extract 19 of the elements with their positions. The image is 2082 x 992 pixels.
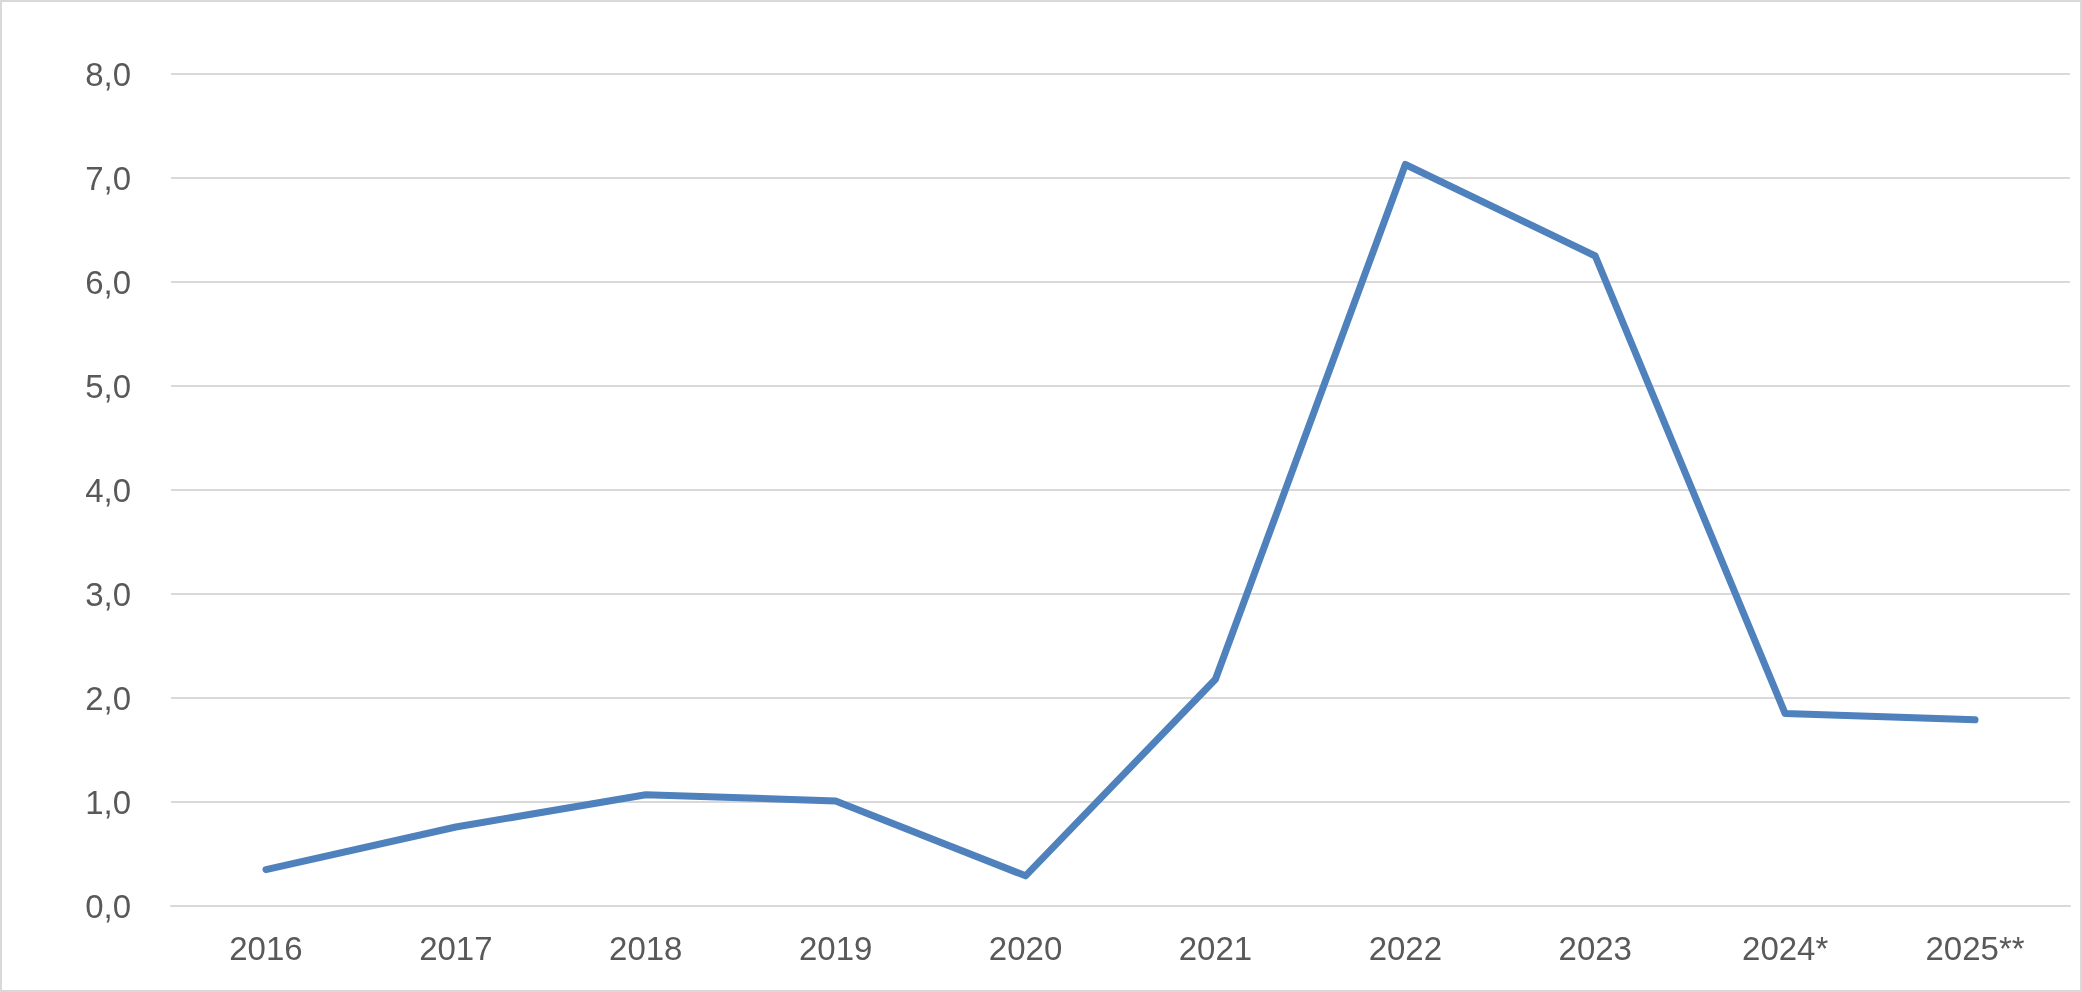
y-tick-label: 2,0 xyxy=(85,679,131,717)
x-tick-label: 2022 xyxy=(1368,930,1443,967)
x-tick-label: 2020 xyxy=(988,930,1063,967)
x-tick-label: 2017 xyxy=(419,930,493,967)
y-tick-label: 5,0 xyxy=(85,367,131,405)
x-tick-label: 2025** xyxy=(1925,930,2025,967)
x-tick-label: 2018 xyxy=(609,930,683,967)
y-tick-label: 6,0 xyxy=(85,263,131,301)
x-tick-label: 2023 xyxy=(1558,930,1632,967)
x-tick-label: 2016 xyxy=(229,930,303,967)
x-tick-label: 2019 xyxy=(798,930,873,967)
y-tick-label: 3,0 xyxy=(85,575,131,613)
y-tick-label: 1,0 xyxy=(85,783,131,821)
y-tick-label: 0,0 xyxy=(85,887,131,925)
x-tick-label: 2024* xyxy=(1742,930,1829,967)
y-tick-label: 8,0 xyxy=(85,55,131,93)
x-tick-label: 2021 xyxy=(1178,930,1253,967)
y-tick-label: 4,0 xyxy=(85,471,131,509)
y-tick-label: 7,0 xyxy=(85,159,131,197)
